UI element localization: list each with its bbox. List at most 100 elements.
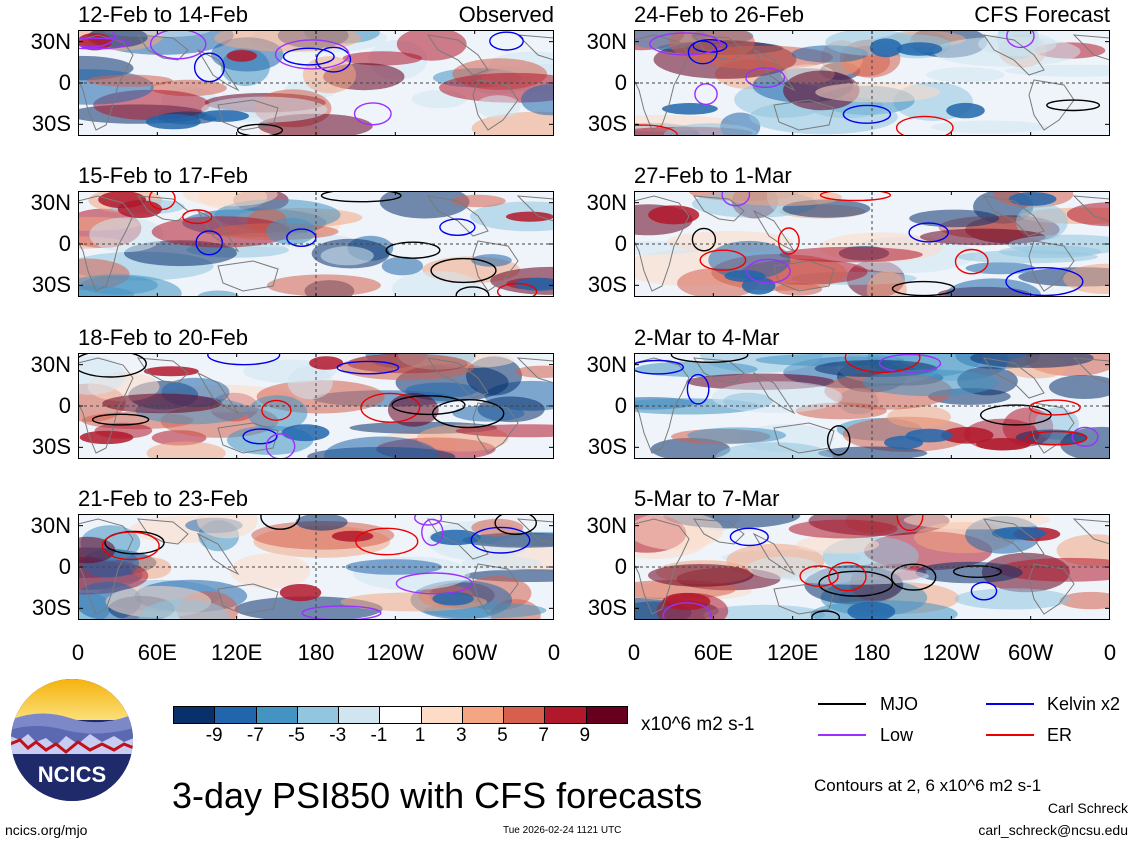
anomaly-center [79,430,134,445]
anomaly-shading [1063,263,1110,294]
anomaly-center [309,356,344,370]
wave-contour [721,191,751,207]
coastline [516,518,554,545]
wave-contour [101,531,160,561]
wave-contour [699,249,747,271]
longitude-label: 120E [210,640,263,665]
coastline [472,563,519,615]
wave-contour [489,31,524,51]
panel-source-tag: CFS Forecast [974,2,1110,27]
wave-contour [494,514,537,535]
legend-mjo-label: MJO [880,694,918,714]
timestamp: Tue 2026-02-24 1121 UTC [503,825,622,836]
wave-contour [148,191,176,211]
legend-mjo-line [818,703,866,705]
wave-contour [260,514,301,530]
anomaly-shading [89,217,164,253]
wave-contour [236,123,284,136]
wave-contour [1046,99,1101,112]
latitude-label: 30S [31,111,71,137]
latitude-label: 30N [586,351,627,377]
colorbar-swatch [504,707,546,723]
coastline [982,518,1045,560]
legend-kelvin-line [986,703,1034,705]
latitude-label: 30N [30,351,71,377]
coastline [217,260,279,292]
wave-contour [395,572,473,595]
coastline [516,357,554,384]
wave-contour [746,258,791,284]
colorbar-swatch [545,707,587,723]
anomaly-center [869,38,902,58]
coastline [693,195,745,222]
coastline [693,518,745,545]
website-link[interactable]: ncics.org/mjo [5,822,88,838]
anomaly-shading [340,354,475,381]
coastline [137,195,189,222]
wave-contour [634,359,684,375]
coastline [634,518,690,615]
anomaly-center [281,424,330,442]
anomaly-shading [197,290,239,297]
wave-contour [895,115,954,136]
map-panel-left-2 [78,191,554,297]
longitude-label: 120W [366,640,425,665]
ncics-logo: NCICS [10,678,134,802]
coastline [137,34,189,61]
anomaly-shading [954,588,1071,610]
wave-contour [421,518,444,546]
anomaly-center [648,205,700,225]
wave-contour [195,230,223,256]
anomaly-shading [345,559,443,575]
anomaly-shading [862,369,999,397]
panel-date-range: 5-Mar to 7-Mar [634,486,780,511]
anomaly-shading [462,532,554,548]
coastline [78,34,134,131]
wave-contour [662,602,712,620]
anomaly-center [226,50,257,62]
wave-contour [828,561,867,592]
map-panel-left-1 [78,30,554,136]
panel-date-range: 15-Feb to 17-Feb [78,163,248,188]
anomaly-shading [965,262,1036,275]
wave-contour [470,526,531,554]
coastline [752,532,796,576]
wave-contour [355,527,419,556]
anomaly-shading [725,191,842,206]
anomaly-shading [788,519,898,539]
wave-contour [890,563,937,591]
wave-contour [954,248,989,275]
anomaly-shading [78,356,126,395]
anomaly-shading [475,95,521,118]
wave-contour [908,222,950,243]
latitude-label: 0 [58,554,71,579]
latitude-label: 30N [586,28,627,54]
contours-note: Contours at 2, 6 x10^6 m2 s-1 [814,776,1042,795]
anomaly-shading [970,353,1094,368]
anomaly-shading [668,30,755,61]
wave-contour [439,218,476,237]
wave-contour [691,227,717,252]
coastline [752,371,796,415]
coastline [426,34,489,76]
anomaly-shading [183,191,278,207]
wave-contour [896,514,924,532]
panel-date-range: 24-Feb to 26-Feb [634,2,804,27]
wave-contour [842,104,892,124]
coastline [137,357,189,384]
anomaly-shading [214,30,362,52]
latitude-label: 0 [614,231,627,256]
anomaly-shading [1049,375,1110,399]
anomaly-shading [295,514,348,531]
wave-contour [819,191,892,202]
wave-contour [91,413,150,426]
wave-contour [818,570,894,597]
panel-date-range: 18-Feb to 20-Feb [78,325,248,350]
coastline [516,195,554,222]
anomaly-shading [266,274,381,297]
anomaly-center [505,211,554,222]
anomaly-shading [926,67,1005,83]
coastline [196,209,240,253]
longitude-label: 60E [137,640,177,665]
wave-contour [274,39,350,70]
